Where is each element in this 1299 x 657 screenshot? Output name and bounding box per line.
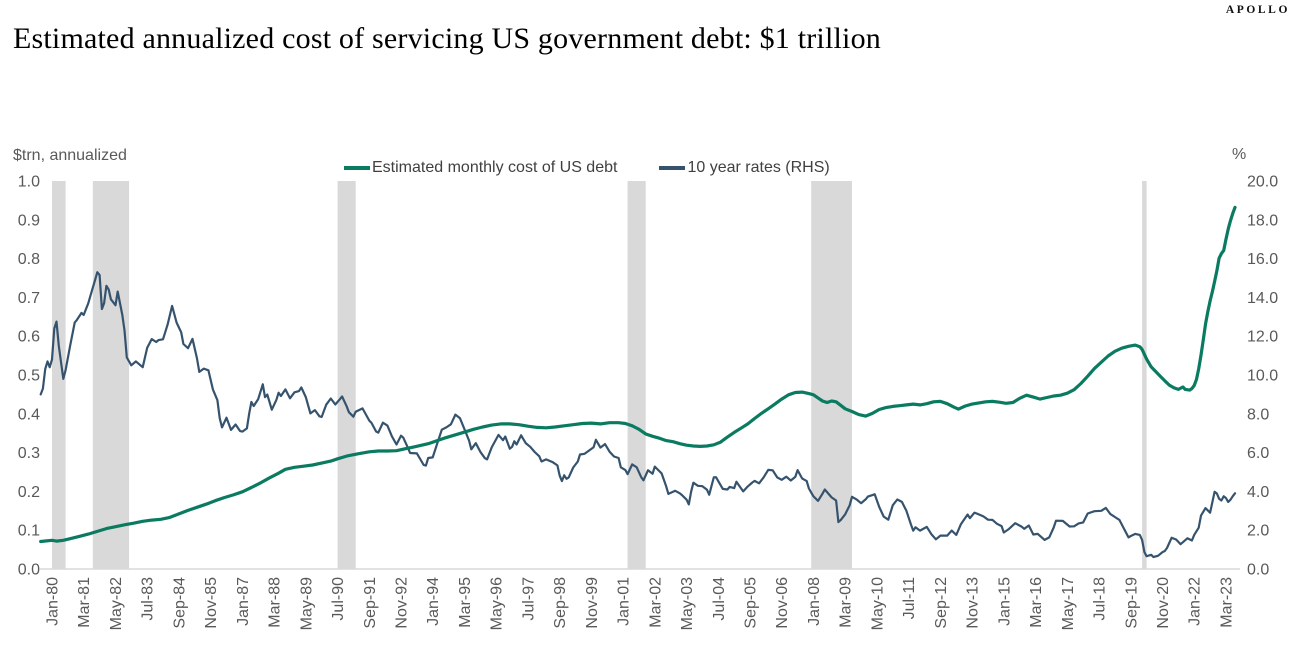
right-tick-label: 0.0: [1247, 562, 1269, 579]
x-tick-label: Nov-20: [1155, 577, 1172, 629]
right-tick-label: 16.0: [1247, 251, 1278, 268]
cost-line-swatch-icon: [344, 166, 370, 170]
x-tick-label: Sep-91: [362, 577, 379, 629]
recession-band: [52, 181, 66, 569]
x-tick-label: May-89: [298, 577, 315, 630]
x-tick-label: Mar-95: [457, 577, 474, 628]
x-tick-label: Nov-99: [584, 577, 601, 629]
left-tick-label: 1.0: [18, 174, 40, 191]
x-tick-label: Jan-22: [1187, 577, 1204, 626]
x-tick-label: Sep-05: [743, 577, 760, 629]
recession-band: [627, 181, 646, 569]
recession-band: [1142, 181, 1147, 569]
left-tick-label: 0.1: [18, 523, 40, 540]
legend-item-rates: 10 year rates (RHS): [659, 159, 830, 177]
x-tick-label: Jul-97: [520, 577, 537, 621]
x-tick-label: Nov-92: [394, 577, 411, 629]
x-tick-label: Sep-84: [171, 577, 188, 629]
left-axis-title: $trn, annualized: [13, 147, 127, 164]
apollo-logo: APOLLO: [1225, 4, 1290, 16]
rates-line-swatch-icon: [659, 166, 686, 170]
x-tick-label: Sep-98: [552, 577, 569, 629]
left-tick-label: 0.8: [18, 251, 40, 268]
x-tick-label: Mar-02: [647, 577, 664, 628]
recession-band: [92, 181, 130, 569]
x-tick-label: Jan-80: [45, 577, 62, 626]
x-tick-label: May-82: [108, 577, 125, 630]
left-tick-label: 0.4: [18, 406, 40, 423]
left-tick-label: 0.6: [18, 329, 40, 346]
left-tick-label: 0.2: [18, 484, 40, 501]
x-tick-label: Sep-12: [933, 577, 950, 629]
right-tick-label: 18.0: [1247, 212, 1278, 229]
x-tick-label: Jan-15: [996, 577, 1013, 626]
x-tick-label: Mar-88: [267, 577, 284, 628]
x-tick-label: Jul-83: [140, 577, 157, 621]
left-axis-labels: 0.0 0.1 0.2 0.3 0.4 0.5 0.6 0.7 0.8 0.9 1.0: [18, 174, 40, 579]
x-tick-label: Mar-16: [1028, 577, 1045, 628]
right-tick-label: 8.0: [1247, 406, 1269, 423]
legend-label-rates: 10 year rates (RHS): [687, 159, 830, 176]
left-tick-label: 0.0: [18, 562, 40, 579]
series-lines: [39, 205, 1237, 559]
legend: Estimated monthly cost of US debt 10 yea…: [344, 159, 830, 177]
legend-label-cost: Estimated monthly cost of US debt: [372, 159, 618, 176]
x-tick-label: May-17: [1060, 577, 1077, 630]
right-tick-label: 10.0: [1247, 368, 1278, 385]
recession-band: [337, 181, 356, 569]
recession-bands: [52, 181, 1147, 569]
recession-band: [811, 181, 852, 569]
x-tick-label: Jul-18: [1092, 577, 1109, 621]
right-tick-label: 12.0: [1247, 329, 1278, 346]
x-tick-label: Jan-94: [425, 577, 442, 626]
rates-series-line: [39, 271, 1237, 559]
x-tick-label: Mar-81: [76, 577, 93, 628]
x-tick-label: Mar-23: [1218, 577, 1235, 628]
right-tick-label: 6.0: [1247, 445, 1269, 462]
x-tick-label: Nov-85: [203, 577, 220, 629]
x-tick-label: May-96: [489, 577, 506, 630]
x-tick-label: Jul-04: [711, 577, 728, 621]
right-axis-labels: 0.0 2.0 4.0 6.0 8.0 10.0 12.0 14.0 16.0 18.0 20.0: [1247, 174, 1278, 579]
legend-item-cost: Estimated monthly cost of US debt: [344, 159, 617, 177]
left-tick-label: 0.9: [18, 212, 40, 229]
x-tick-label: May-03: [679, 577, 696, 630]
x-tick-label: Jan-08: [806, 577, 823, 626]
x-tick-label: Jan-01: [616, 577, 633, 626]
left-tick-label: 0.5: [18, 368, 40, 385]
x-tick-label: Sep-19: [1123, 577, 1140, 629]
right-tick-label: 2.0: [1247, 523, 1269, 540]
right-tick-label: 4.0: [1247, 484, 1269, 501]
right-tick-label: 20.0: [1247, 174, 1278, 191]
right-tick-label: 14.0: [1247, 290, 1278, 307]
x-tick-label: Jul-90: [330, 577, 347, 621]
left-tick-label: 0.3: [18, 445, 40, 462]
x-tick-label: Mar-09: [838, 577, 855, 628]
x-tick-label: Nov-13: [965, 577, 982, 629]
left-tick-label: 0.7: [18, 290, 40, 307]
x-tick-label: May-10: [869, 577, 886, 630]
x-tick-label: Jan-87: [235, 577, 252, 626]
x-tick-label: Jul-11: [901, 577, 918, 619]
chart-title: Estimated annualized cost of servicing U…: [13, 22, 881, 55]
x-axis-labels: Jan-80 Mar-81 May-82 Jul-83 Sep-84 Nov-85 Jan-…: [45, 577, 1236, 630]
x-tick-label: Nov-06: [774, 577, 791, 629]
cost-series-line: [39, 205, 1237, 544]
right-axis-title: %: [1232, 146, 1247, 163]
